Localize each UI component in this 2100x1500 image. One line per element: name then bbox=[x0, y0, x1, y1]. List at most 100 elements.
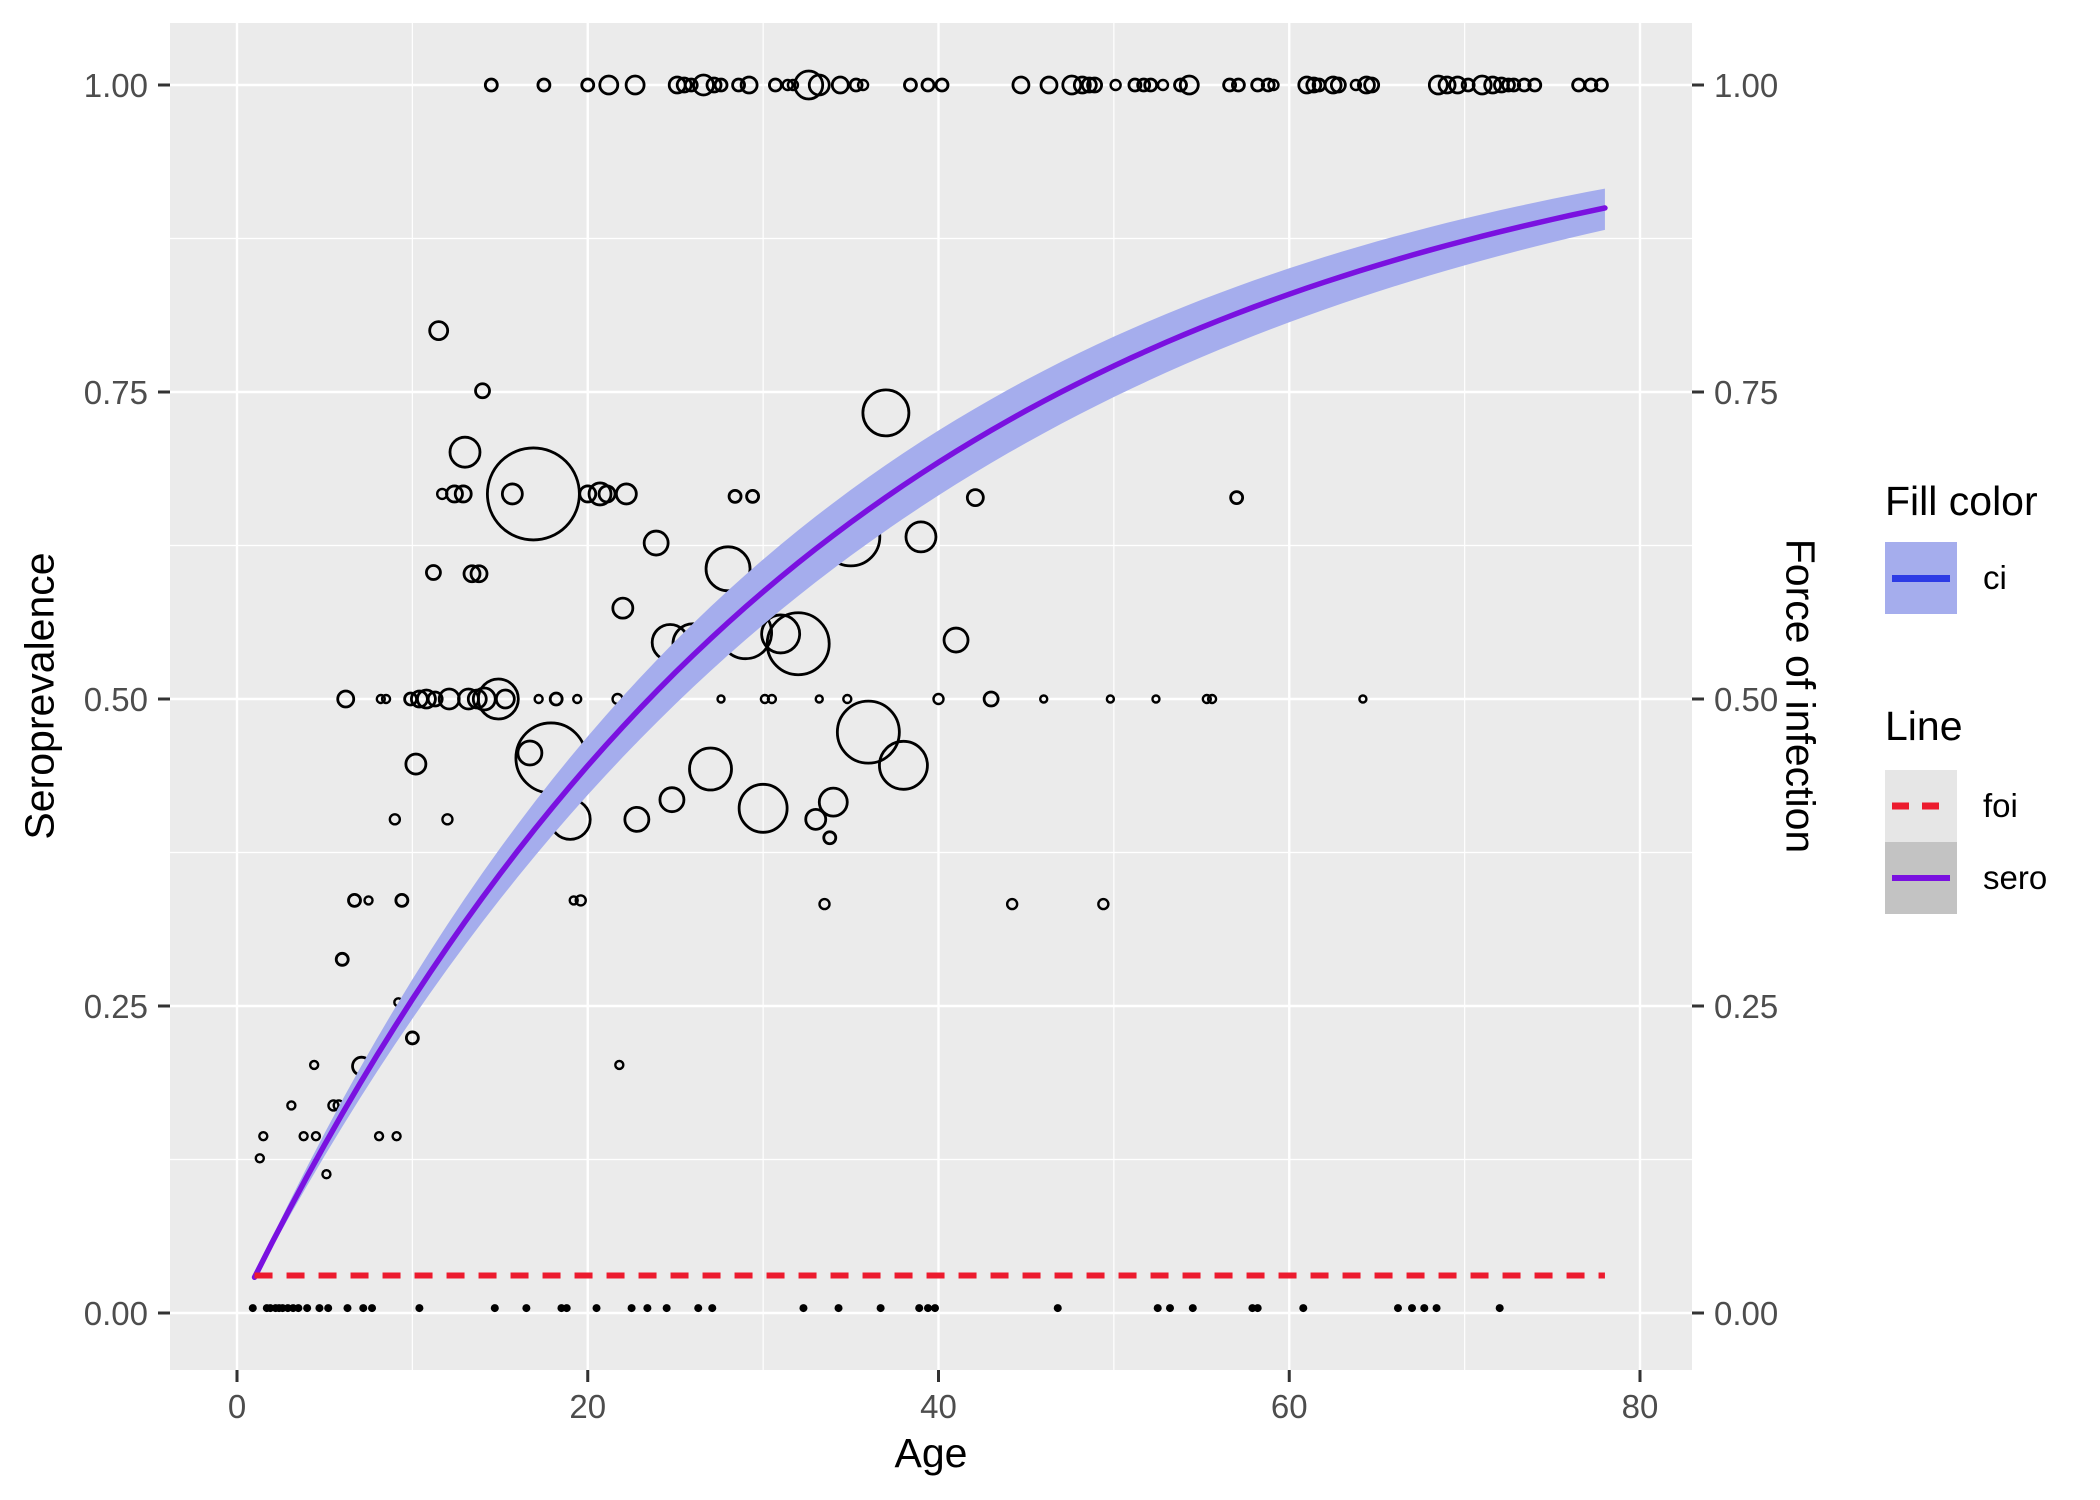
data-bubble bbox=[1039, 694, 1049, 704]
data-bubble bbox=[1080, 76, 1098, 94]
data-bubble bbox=[474, 382, 491, 400]
data-bubble bbox=[745, 488, 761, 504]
data-bubble bbox=[830, 75, 850, 95]
data-bubble bbox=[462, 564, 482, 584]
data-bubble bbox=[1583, 77, 1599, 93]
data-bubble bbox=[347, 892, 362, 908]
rug-dot bbox=[294, 1304, 303, 1313]
data-bubble bbox=[568, 895, 579, 906]
data-bubble bbox=[658, 786, 686, 814]
rug-dot bbox=[923, 1304, 932, 1313]
rug-dot bbox=[522, 1304, 531, 1313]
data-bubble bbox=[1250, 77, 1266, 93]
data-bubble bbox=[786, 78, 800, 92]
data-bubble bbox=[426, 690, 444, 708]
data-bubble bbox=[516, 739, 544, 767]
data-bubble bbox=[578, 484, 598, 504]
data-bubble bbox=[254, 1153, 265, 1164]
rug-dot bbox=[303, 1304, 312, 1313]
data-bubble bbox=[760, 613, 802, 655]
y-right-tick-label: 0.50 bbox=[1714, 681, 1778, 718]
data-bubble bbox=[533, 693, 544, 705]
data-bubble bbox=[1105, 694, 1116, 704]
data-bubble bbox=[1305, 76, 1323, 94]
data-bubble bbox=[391, 1130, 402, 1142]
rug-dot bbox=[1495, 1304, 1504, 1313]
data-bubble bbox=[548, 691, 564, 707]
data-bubble bbox=[425, 564, 442, 581]
legend-label-ci: ci bbox=[1983, 559, 2007, 596]
legend-title-line: Line bbox=[1885, 703, 1963, 749]
data-bubble bbox=[1323, 75, 1343, 95]
y-left-tick-label: 0.00 bbox=[84, 1295, 148, 1332]
data-bubble bbox=[932, 692, 945, 706]
y-left-tick-label: 0.50 bbox=[84, 681, 148, 718]
data-bubble bbox=[494, 688, 516, 710]
data-bubble bbox=[814, 694, 824, 704]
rug-dot bbox=[562, 1304, 571, 1313]
data-bubble bbox=[688, 746, 733, 792]
y-left-tick-label: 0.75 bbox=[84, 374, 148, 411]
data-bubble bbox=[765, 611, 831, 677]
data-bubble bbox=[1086, 76, 1103, 94]
data-bubble bbox=[441, 813, 454, 826]
data-bubble bbox=[1448, 75, 1468, 95]
data-bubble bbox=[310, 1130, 322, 1142]
data-bubble bbox=[334, 951, 350, 967]
x-axis-title: Age bbox=[894, 1430, 968, 1476]
rug-dot bbox=[1432, 1304, 1441, 1313]
data-bubble bbox=[500, 482, 524, 506]
data-bubble bbox=[965, 488, 985, 508]
rug-dot bbox=[876, 1304, 885, 1313]
rug-dot bbox=[915, 1304, 924, 1313]
data-bubble bbox=[1267, 78, 1280, 92]
legend-label-foi: foi bbox=[1983, 787, 2018, 824]
data-bubble bbox=[1178, 74, 1200, 96]
data-bubble bbox=[904, 520, 938, 554]
rug-dot bbox=[315, 1304, 324, 1313]
data-bubble bbox=[1173, 77, 1188, 93]
data-bubble bbox=[1201, 693, 1213, 705]
sero-curve bbox=[251, 205, 1608, 1281]
data-bubble bbox=[1506, 77, 1522, 93]
legend-item-sero: sero bbox=[1885, 842, 2047, 914]
data-bubble bbox=[848, 77, 864, 93]
data-bubble bbox=[766, 693, 778, 705]
rug-dot bbox=[1299, 1304, 1308, 1313]
data-bubble bbox=[1329, 76, 1347, 94]
data-bubble bbox=[388, 813, 402, 826]
data-bubble bbox=[781, 78, 794, 92]
data-bubble bbox=[1501, 77, 1516, 93]
data-bubble bbox=[448, 435, 482, 469]
y-right-axis-title: Force of infection bbox=[1777, 538, 1824, 854]
data-bubble bbox=[1230, 77, 1246, 93]
data-bubble bbox=[536, 77, 552, 93]
legend-item-ci: ci bbox=[1885, 542, 2007, 614]
data-bubble bbox=[1357, 75, 1376, 95]
data-bubble bbox=[716, 694, 726, 704]
data-bubble bbox=[445, 484, 464, 504]
legend-title-fill-color: Fill color bbox=[1885, 478, 2038, 524]
data-bubble bbox=[1527, 77, 1543, 93]
data-bubble bbox=[1127, 77, 1143, 93]
data-bubble bbox=[614, 482, 638, 506]
data-bubble bbox=[624, 74, 646, 96]
data-bubble bbox=[737, 782, 789, 834]
data-bubble bbox=[336, 689, 356, 709]
rug-dot bbox=[627, 1304, 636, 1313]
data-bubble bbox=[856, 78, 870, 92]
data-bubble bbox=[327, 1099, 340, 1112]
data-bubble bbox=[818, 897, 831, 911]
y-left-tick-label: 0.25 bbox=[84, 988, 148, 1025]
rug-dot bbox=[1420, 1304, 1429, 1313]
data-bubble bbox=[692, 73, 715, 97]
sero-legend-key bbox=[1885, 842, 1957, 914]
data-bubble bbox=[476, 677, 520, 721]
rug-dot bbox=[1153, 1304, 1162, 1313]
y-left-axis-title: Seroprevalence bbox=[16, 552, 63, 840]
data-bubble bbox=[675, 76, 693, 94]
x-tick-label: 40 bbox=[920, 1388, 957, 1425]
data-bubble bbox=[903, 77, 918, 93]
rug-dot bbox=[359, 1304, 368, 1313]
